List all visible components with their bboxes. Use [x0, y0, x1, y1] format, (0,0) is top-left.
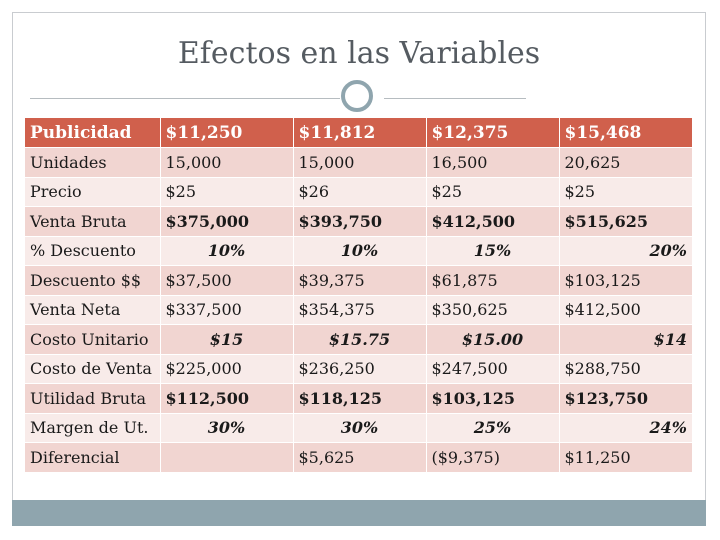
- table-cell: $236,250: [292, 354, 426, 384]
- table-cell: $337,500: [159, 295, 293, 325]
- table-cell: 10%: [292, 236, 426, 266]
- table-cell: 30%: [159, 413, 293, 443]
- variables-table: Publicidad $11,250 $11,812 $12,375 $15,4…: [25, 118, 692, 473]
- header-cell: $15,468: [558, 118, 692, 148]
- table-cell: $25: [425, 177, 559, 207]
- table-row: Venta Bruta $375,000 $393,750 $412,500 $…: [25, 206, 692, 237]
- table-cell: $112,500: [159, 383, 293, 414]
- table-row: % Descuento 10% 10% 15% 20%: [25, 236, 692, 266]
- table-cell: $354,375: [292, 295, 426, 325]
- table-cell: 15,000: [292, 147, 426, 178]
- row-label: Publicidad: [25, 118, 160, 148]
- table-cell: $5,625: [292, 442, 426, 473]
- row-label: Venta Neta: [25, 295, 160, 325]
- table-cell: 16,500: [425, 147, 559, 178]
- row-label: Unidades: [25, 147, 160, 178]
- table-row: Descuento $$ $37,500 $39,375 $61,875 $10…: [25, 265, 692, 296]
- table-cell: $25: [159, 177, 293, 207]
- table-row: Diferencial $5,625 ($9,375) $11,250: [25, 442, 692, 473]
- footer-bar: [12, 500, 706, 526]
- table-cell: $412,500: [425, 206, 559, 237]
- table-cell: 10%: [159, 236, 293, 266]
- table-row: Utilidad Bruta $112,500 $118,125 $103,12…: [25, 383, 692, 414]
- table-row: Margen de Ut. 30% 30% 25% 24%: [25, 413, 692, 443]
- row-label: Margen de Ut.: [25, 413, 160, 443]
- table-cell: 30%: [292, 413, 426, 443]
- table-cell: 15,000: [159, 147, 293, 178]
- table-cell: 15%: [425, 236, 559, 266]
- row-label: Utilidad Bruta: [25, 383, 160, 414]
- row-label: Precio: [25, 177, 160, 207]
- table-cell: 24%: [558, 413, 692, 443]
- table-cell: [159, 442, 293, 473]
- table-cell: $350,625: [425, 295, 559, 325]
- table-row: Unidades 15,000 15,000 16,500 20,625: [25, 147, 692, 178]
- row-label: Descuento $$: [25, 265, 160, 296]
- table-cell: $39,375: [292, 265, 426, 296]
- circle-ornament-icon: [341, 80, 373, 112]
- table-cell: ($9,375): [425, 442, 559, 473]
- row-label: Venta Bruta: [25, 206, 160, 237]
- table-row: Precio $25 $26 $25 $25: [25, 177, 692, 207]
- table-cell: $412,500: [558, 295, 692, 325]
- table-cell: $15.75: [292, 324, 426, 355]
- table-cell: $26: [292, 177, 426, 207]
- table-cell: $225,000: [159, 354, 293, 384]
- table-cell: 20,625: [558, 147, 692, 178]
- row-label: Diferencial: [25, 442, 160, 473]
- table-cell: $375,000: [159, 206, 293, 237]
- table-cell: $14: [558, 324, 692, 355]
- table-cell: $103,125: [558, 265, 692, 296]
- table-header-row: Publicidad $11,250 $11,812 $12,375 $15,4…: [25, 118, 692, 148]
- table-cell: $25: [558, 177, 692, 207]
- slide-title: Efectos en las Variables: [177, 36, 541, 71]
- title-divider-right: [384, 98, 526, 99]
- table-cell: 20%: [558, 236, 692, 266]
- title-divider-left: [30, 98, 340, 99]
- table-cell: $247,500: [425, 354, 559, 384]
- table-cell: 25%: [425, 413, 559, 443]
- table-cell: $61,875: [425, 265, 559, 296]
- table-cell: $288,750: [558, 354, 692, 384]
- table-cell: $123,750: [558, 383, 692, 414]
- row-label: Costo Unitario: [25, 324, 160, 355]
- header-cell: $12,375: [425, 118, 559, 148]
- table-cell: $15.00: [425, 324, 559, 355]
- header-cell: $11,250: [159, 118, 293, 148]
- header-cell: $11,812: [292, 118, 426, 148]
- table-cell: $11,250: [558, 442, 692, 473]
- table-cell: $515,625: [558, 206, 692, 237]
- table-cell: $393,750: [292, 206, 426, 237]
- table-cell: $118,125: [292, 383, 426, 414]
- table-row: Costo Unitario $15 $15.75 $15.00 $14: [25, 324, 692, 355]
- table-cell: $103,125: [425, 383, 559, 414]
- table-row: Costo de Venta $225,000 $236,250 $247,50…: [25, 354, 692, 384]
- table-cell: $37,500: [159, 265, 293, 296]
- table-row: Venta Neta $337,500 $354,375 $350,625 $4…: [25, 295, 692, 325]
- row-label: Costo de Venta: [25, 354, 160, 384]
- row-label: % Descuento: [25, 236, 160, 266]
- table-cell: $15: [159, 324, 293, 355]
